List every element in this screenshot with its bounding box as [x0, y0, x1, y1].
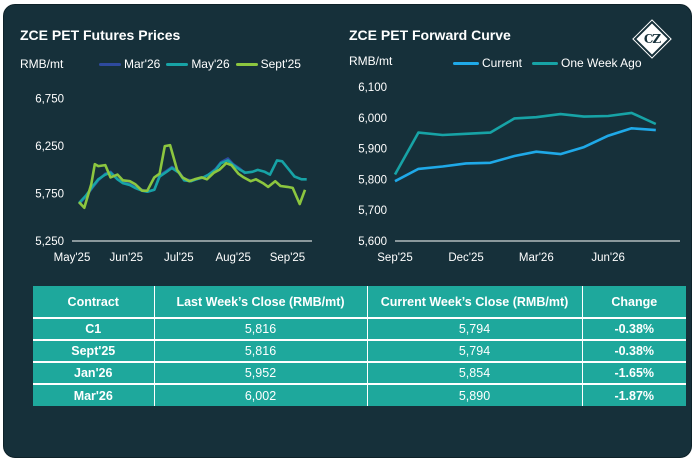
table-cell-change: -1.87%: [582, 383, 686, 406]
table-cell-current-week: 5,854: [367, 361, 583, 384]
futures-chart-legend: Mar'26 May'26 Sept'25: [99, 57, 307, 71]
futures-y-tick-label: 5,250: [35, 236, 64, 248]
futures-x-tick-label: Sep'25: [270, 252, 305, 264]
table-row: Sept'25 5,816 5,794 -0.38%: [33, 339, 686, 362]
table-header-contract: Contract: [33, 286, 155, 318]
legend-label-one-week-ago: One Week Ago: [561, 56, 642, 70]
forward-curve-legend: Current One Week Ago: [453, 56, 648, 70]
table-cell-last-week: 5,816: [154, 317, 368, 340]
table-header-change: Change: [582, 286, 686, 318]
brand-logo-text: CZ: [643, 32, 661, 46]
forward-y-tick-label: 5,700: [358, 205, 387, 217]
table-header-current-week: Current Week’s Close (RMB/mt): [367, 286, 583, 318]
table-header-row: Contract Last Week’s Close (RMB/mt) Curr…: [33, 286, 686, 318]
table-cell-change: -1.65%: [582, 361, 686, 384]
table-cell-last-week: 6,002: [154, 383, 368, 406]
futures-y-tick-label: 6,750: [35, 94, 64, 106]
futures-x-tick-label: May'25: [54, 252, 91, 264]
legend-swatch-mar26: [99, 62, 121, 66]
table-cell-current-week: 5,794: [367, 339, 583, 362]
table-cell-contract: Jan'26: [33, 361, 155, 384]
forward-curve-ylabel: RMB/mt: [349, 54, 393, 68]
legend-swatch-may26: [166, 62, 189, 66]
legend-item-current: Current: [453, 56, 522, 70]
forward-y-tick-label: 6,000: [358, 113, 387, 125]
forward-curve-title: ZCE PET Forward Curve: [349, 27, 511, 43]
table-header-last-week: Last Week’s Close (RMB/mt): [154, 286, 368, 318]
legend-label-sept25: Sept'25: [260, 57, 301, 71]
futures-x-tick-label: Jun'25: [110, 252, 144, 264]
futures-series-line-2: [78, 143, 307, 210]
legend-swatch-one-week-ago: [532, 61, 559, 65]
futures-x-tick-label: Aug'25: [215, 252, 250, 264]
futures-y-tick-label: 6,250: [35, 141, 64, 153]
futures-y-tick-label: 5,750: [35, 189, 64, 201]
legend-swatch-sept25: [235, 62, 258, 66]
legend-label-current: Current: [482, 56, 523, 70]
futures-chart-title: ZCE PET Futures Prices: [20, 27, 181, 43]
legend-item-may26: May'26: [166, 57, 230, 71]
futures-x-tick-label: Jul'25: [164, 252, 194, 264]
forward-series-line-1: [393, 111, 657, 176]
table-row: Jan'26 5,952 5,854 -1.65%: [33, 361, 686, 384]
table-cell-change: -0.38%: [582, 317, 686, 340]
table-row: Mar'26 6,002 5,890 -1.87%: [33, 383, 686, 406]
legend-item-mar26: Mar'26: [99, 57, 160, 71]
table-cell-contract: Mar'26: [33, 383, 155, 406]
legend-item-sept25: Sept'25: [235, 57, 301, 71]
table-cell-current-week: 5,794: [367, 317, 583, 340]
legend-item-one-week-ago: One Week Ago: [532, 56, 642, 70]
table-cell-change: -0.38%: [582, 339, 686, 362]
table-row: C1 5,816 5,794 -0.38%: [33, 317, 686, 340]
forward-y-tick-label: 6,100: [358, 82, 387, 94]
forward-x-tick-label: Dec'25: [448, 252, 483, 264]
table-cell-last-week: 5,816: [154, 339, 368, 362]
forward-x-tick-label: Mar'26: [519, 252, 554, 264]
forward-y-tick-label: 5,600: [358, 236, 387, 248]
forward-y-tick-label: 5,900: [358, 144, 387, 156]
futures-chart-ylabel: RMB/mt: [20, 57, 64, 71]
table-cell-last-week: 5,952: [154, 361, 368, 384]
price-table: Contract Last Week’s Close (RMB/mt) Curr…: [33, 286, 686, 406]
legend-swatch-current: [453, 61, 479, 65]
forward-x-tick-label: Jun'26: [591, 252, 625, 264]
forward-y-tick-label: 5,800: [358, 174, 387, 186]
table-cell-current-week: 5,890: [367, 383, 583, 406]
legend-label-mar26: Mar'26: [124, 57, 161, 71]
legend-label-may26: May'26: [191, 57, 230, 71]
forward-series-line-0: [394, 127, 656, 183]
table-cell-contract: Sept'25: [33, 339, 155, 362]
table-cell-contract: C1: [33, 317, 155, 340]
forward-x-tick-label: Sep'25: [377, 252, 412, 264]
